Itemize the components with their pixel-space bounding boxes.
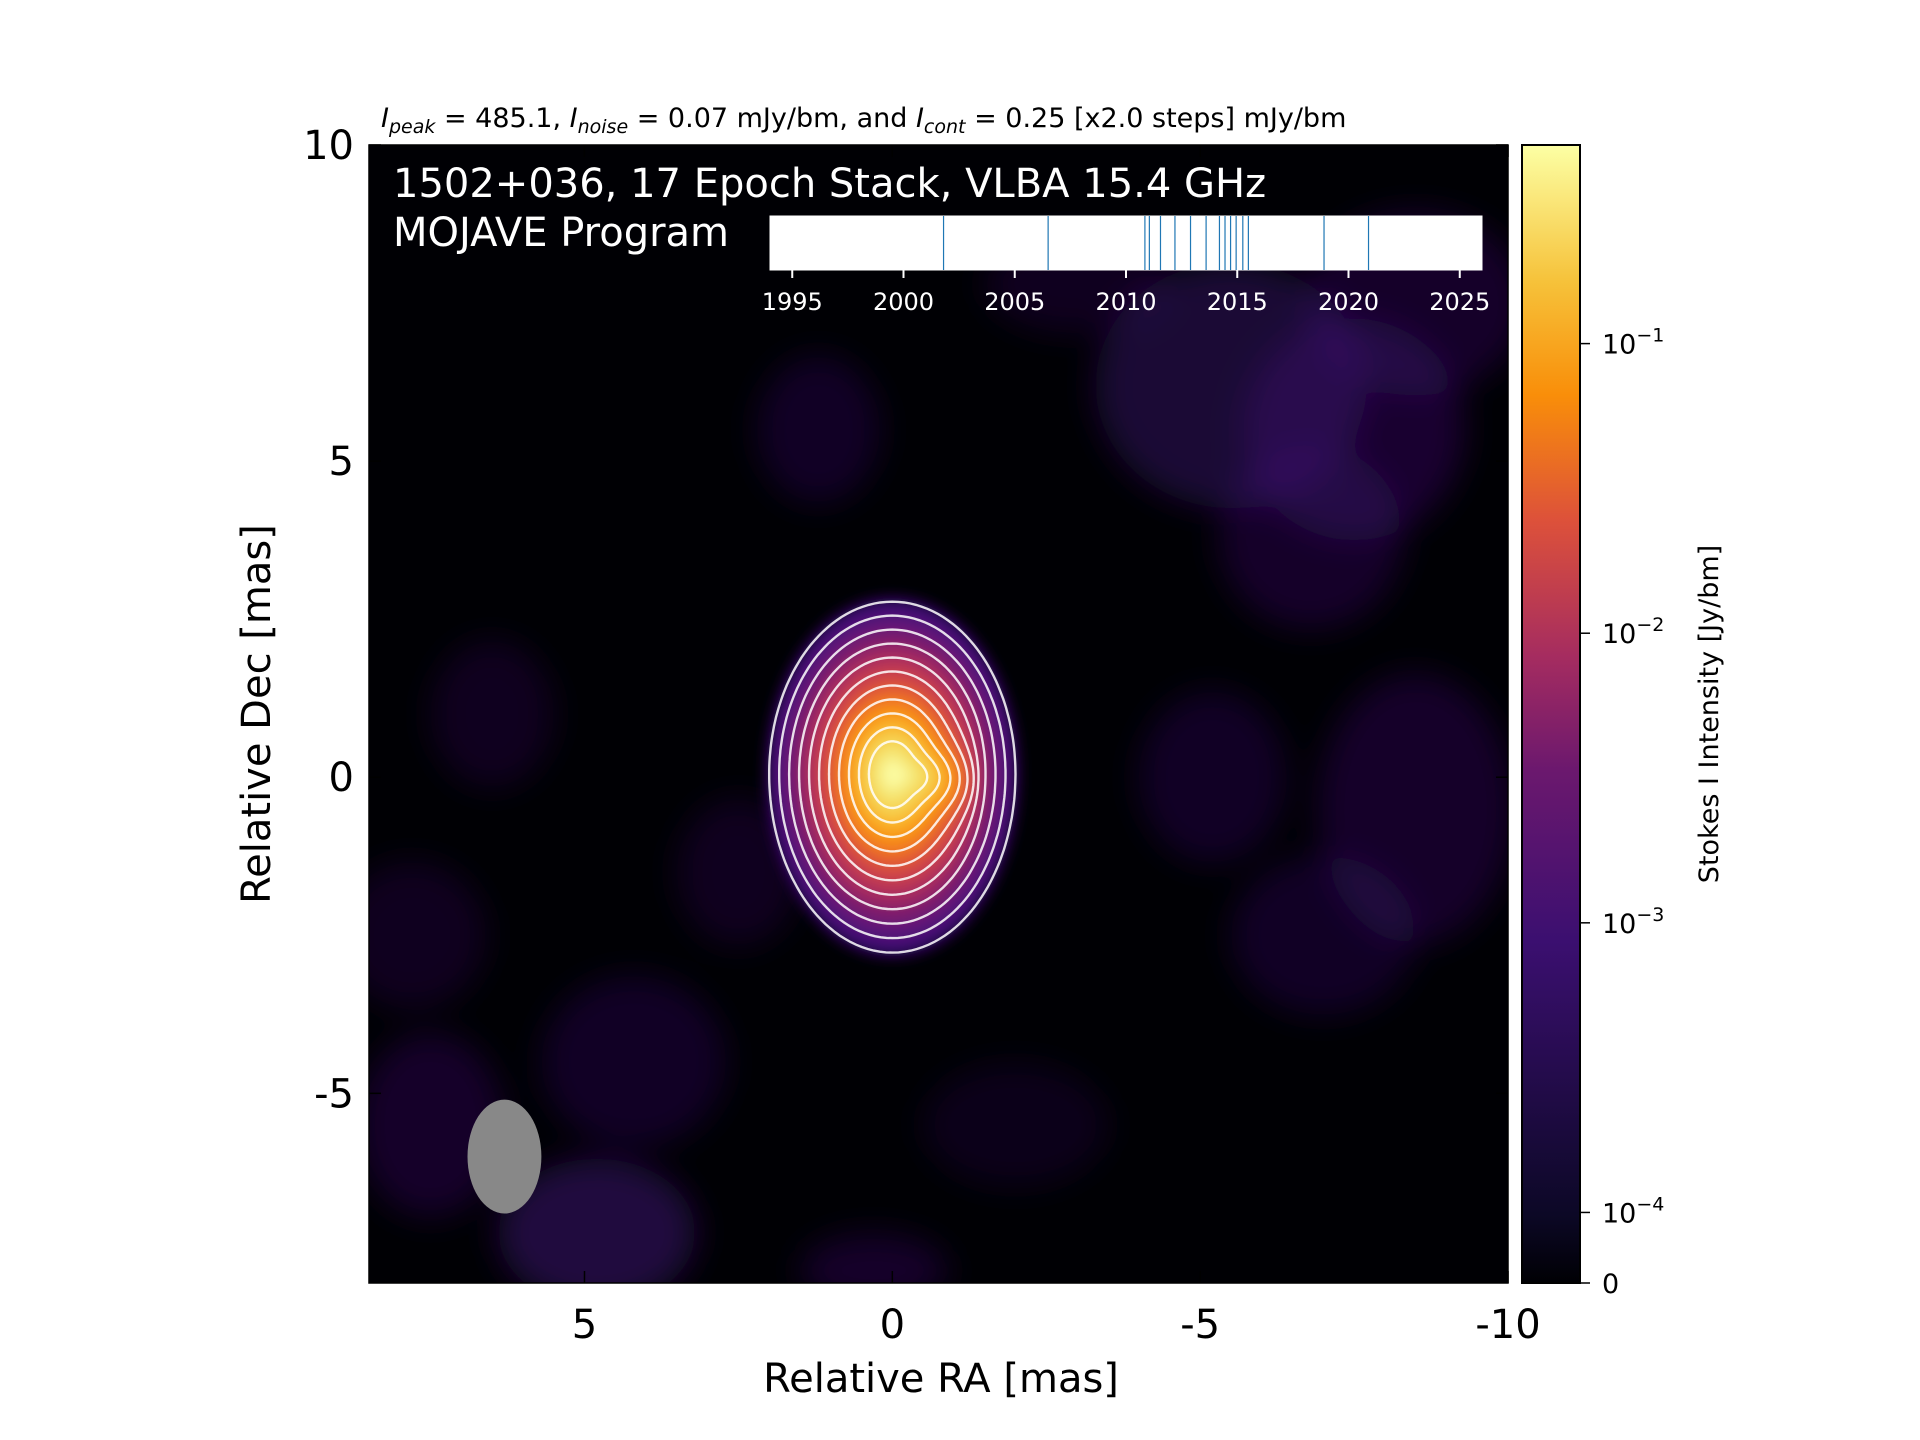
faint-emission-blob — [923, 1063, 1108, 1187]
contour-line — [857, 726, 941, 824]
x-tick-label: 5 — [572, 1302, 597, 1348]
contour-line — [817, 670, 975, 882]
colorbar-label: Stokes I Intensity [Jy/bm] — [1694, 545, 1725, 883]
colorbar-tick-label: 0 — [1602, 1269, 1619, 1300]
epoch-tick-label: 2010 — [1095, 288, 1156, 316]
intensity-layer — [881, 758, 910, 791]
faint-emission-layer — [369, 210, 1508, 1283]
contour-line — [778, 614, 1007, 940]
faint-emission-blob — [1138, 691, 1287, 864]
colorbar-tick-label: 10−1 — [1602, 325, 1664, 361]
contour-line — [837, 698, 961, 853]
faint-emission-blob — [369, 861, 486, 1010]
contour-line — [787, 628, 997, 925]
colorbar-ticks: 0 10−4 10−3 10−2 10−1 — [1580, 325, 1664, 1300]
x-tick-label: 0 — [880, 1302, 905, 1348]
y-axis-label: Relative Dec [mas] — [234, 524, 280, 904]
contour-line — [847, 712, 952, 839]
image-panel — [369, 145, 1508, 1283]
faint-emission-blob — [498, 1158, 696, 1283]
epoch-tick-label: 2020 — [1318, 288, 1379, 316]
epoch-timeline-box — [769, 215, 1483, 271]
epoch-timeline-inset: 1995 2000 2005 2010 2015 2020 2025 — [762, 215, 1490, 316]
y-tick-label: 10 — [303, 123, 354, 169]
contour-line — [867, 740, 929, 810]
epoch-axis: 1995 2000 2005 2010 2015 2020 2025 — [762, 270, 1490, 316]
x-axis: 5 0 -5 -10 — [572, 145, 1541, 1348]
x-axis-label: Relative RA [mas] — [763, 1356, 1119, 1402]
epoch-tick-label: 1995 — [762, 288, 823, 316]
colorbar-tick-label: 10−4 — [1602, 1193, 1664, 1229]
epoch-lines — [942, 216, 1370, 270]
epoch-tick-label: 2025 — [1429, 288, 1490, 316]
colorbar: 0 10−4 10−3 10−2 10−1 Stokes I Intensity [Jy… — [1521, 144, 1725, 1300]
y-axis: 10 5 0 -5 — [303, 123, 1508, 1117]
faint-emission-blob — [799, 1233, 948, 1283]
colorbar-tick-label: 10−3 — [1602, 904, 1664, 940]
colorbar-gradient — [1521, 144, 1581, 1284]
contour-line — [807, 656, 980, 897]
contour-line — [827, 684, 969, 868]
plot-frame — [368, 144, 1509, 1284]
epoch-tick-label: 2000 — [873, 288, 934, 316]
faint-emission-blob — [1218, 444, 1404, 630]
faint-emission-blob — [541, 975, 727, 1148]
epoch-tick-label: 2005 — [984, 288, 1045, 316]
x-tick-label: -5 — [1180, 1302, 1220, 1348]
faint-emission-blob — [1230, 855, 1416, 1016]
source-label-line1: 1502+036, 17 Epoch Stack, VLBA 15.4 GHz — [393, 161, 1266, 207]
colorbar-tick-label: 10−2 — [1602, 614, 1664, 650]
y-tick-label: -5 — [314, 1071, 354, 1117]
faint-emission-blob — [756, 355, 881, 504]
x-tick-label: -10 — [1475, 1302, 1540, 1348]
epoch-tick-label: 2015 — [1207, 288, 1268, 316]
chart-title: Ipeak = 485.1, Inoise = 0.07 mJy/bm, and… — [381, 103, 1346, 138]
y-tick-label: 5 — [329, 439, 354, 485]
y-tick-label: 0 — [329, 755, 354, 801]
faint-emission-blob — [430, 640, 554, 788]
contour-layer — [768, 600, 1017, 954]
contour-line — [797, 642, 987, 911]
beam-ellipse — [467, 1099, 542, 1214]
source-label-line2: MOJAVE Program — [393, 210, 729, 256]
faint-emission-blob — [676, 798, 800, 946]
contour-line — [768, 600, 1017, 954]
